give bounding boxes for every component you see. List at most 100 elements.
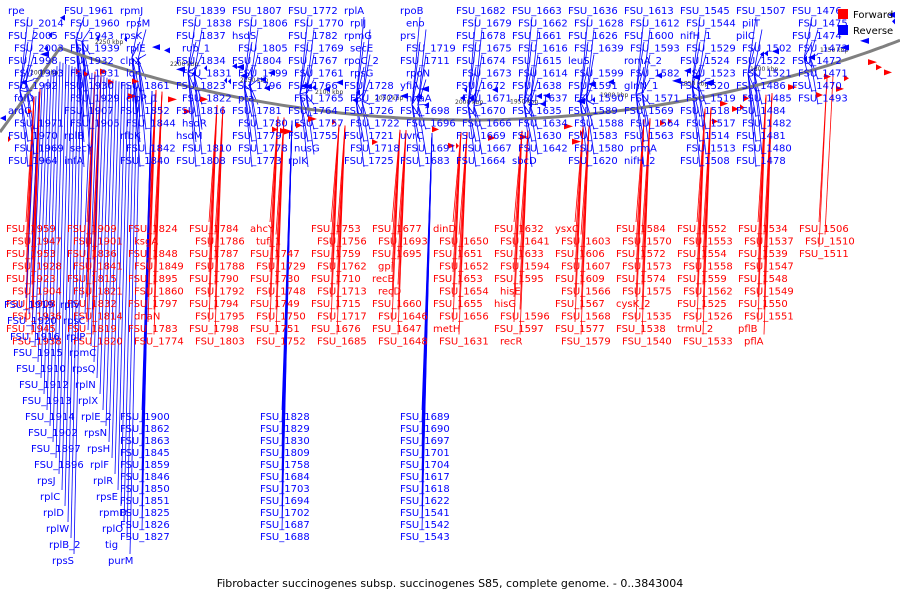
reverse-gene-label: FSU_1758 — [260, 460, 310, 471]
label-connector — [361, 54, 371, 102]
reverse-gene-label: FSU_1919 — [4, 300, 54, 311]
forward-gene-label: ksgA — [134, 237, 158, 248]
reverse-gene-label: FSU_1727 — [350, 94, 400, 105]
forward-gene-label: FSU_1788 — [195, 262, 245, 273]
label-connector — [523, 41, 533, 105]
legend-label-reverse: Reverse — [853, 26, 893, 37]
reverse-gene-label: FSU_1698 — [400, 106, 450, 117]
label-connector — [299, 93, 309, 143]
label-connector — [249, 79, 259, 86]
label-connector — [417, 104, 427, 130]
forward-gene-label: FSU_1567 — [555, 299, 605, 310]
label-connector — [747, 16, 757, 74]
reverse-gene-label: FSU_1664 — [456, 156, 506, 167]
reverse-gene-label: FSU_1805 — [238, 44, 288, 55]
label-connector — [355, 16, 365, 101]
reverse-gene-label: FSU_1697 — [400, 436, 450, 447]
reverse-gene-label: FSU_1689 — [400, 412, 450, 423]
reverse-gene-label: rplX — [78, 396, 98, 407]
forward-gene-label: FSU_1575 — [622, 287, 672, 298]
reverse-gene-label: FSU_1523 — [686, 69, 736, 80]
label-connector — [411, 104, 421, 118]
reverse-gene-label: FSU_1541 — [400, 508, 450, 519]
forward-gene-label: FSU_1550 — [738, 299, 788, 310]
reverse-gene-arrow — [588, 81, 595, 88]
reverse-gene-label: rplA — [344, 6, 364, 17]
reverse-gene-label: FSU_1782 — [288, 31, 338, 42]
reverse-gene-label: FSU_1470 — [792, 81, 842, 92]
label-connector — [467, 105, 477, 143]
reverse-gene-arrow — [352, 97, 358, 104]
forward-gene-label: cysK_2 — [616, 299, 651, 310]
reverse-gene-arrow — [424, 102, 429, 109]
forward-gene-arrow — [824, 73, 831, 80]
label-connector — [467, 66, 477, 107]
label-connector — [747, 73, 757, 118]
reverse-gene-arrow — [304, 83, 312, 90]
reverse-gene-arrow — [656, 72, 662, 79]
label-connector — [580, 126, 590, 335]
forward-gene-label: FSU_1549 — [744, 287, 794, 298]
reverse-gene-arrow — [192, 70, 196, 77]
reverse-gene-label: nifH_2 — [624, 156, 656, 167]
reverse-gene-label: rpsC — [63, 316, 86, 327]
reverse-gene-label: rplN — [75, 380, 96, 391]
reverse-gene-label: FSU_1770 — [294, 19, 344, 30]
forward-gene-label: ysxC — [555, 224, 579, 235]
reverse-gene-label: rpsM — [126, 19, 150, 30]
tick-label: 1750 kbp — [820, 47, 848, 54]
forward-gene-label: FSU_1762 — [317, 262, 367, 273]
reverse-gene-arrow — [204, 65, 207, 72]
label-connector — [635, 91, 645, 95]
forward-gene-label: FSU_1577 — [555, 324, 605, 335]
reverse-gene-label: FSU_1617 — [400, 472, 450, 483]
reverse-gene-label: FSU_1694 — [260, 496, 310, 507]
label-connector — [117, 84, 129, 491]
reverse-gene-arrow — [672, 77, 681, 84]
label-connector — [137, 59, 147, 105]
label-connector — [25, 81, 35, 105]
reverse-gene-label: nhaA — [406, 94, 432, 105]
label-connector — [579, 100, 589, 143]
label-connector — [123, 85, 135, 523]
reverse-gene-label: FSU_1725 — [344, 156, 394, 167]
reverse-gene-label: FSU_1823 — [176, 81, 226, 92]
label-connector — [641, 29, 651, 94]
reverse-gene-label: FSU_1662 — [518, 19, 568, 30]
reverse-gene-label: FSU_1543 — [400, 532, 450, 543]
reverse-gene-arrow — [540, 100, 546, 107]
forward-gene-label: FSU_1860 — [134, 287, 184, 298]
forward-gene-label: FSU_1570 — [622, 237, 672, 248]
label-connector — [702, 107, 712, 335]
label-connector — [635, 66, 645, 95]
tick-label: 2000 kbp — [30, 69, 58, 76]
reverse-gene-label: FSU_1902 — [28, 428, 78, 439]
reverse-gene-label: FSU_1622 — [400, 496, 450, 507]
reverse-gene-label: rpsK — [120, 31, 143, 42]
forward-gene-label: FSU_1632 — [494, 224, 544, 235]
reverse-gene-label: FSU_1638 — [512, 81, 562, 92]
reverse-gene-label: FSU_1690 — [400, 424, 450, 435]
reverse-gene-label: FSU_1796 — [232, 81, 282, 92]
reverse-gene-arrow — [420, 85, 429, 92]
label-connector — [305, 94, 315, 130]
reverse-gene-label: FSU_1929 — [70, 94, 120, 105]
forward-gene-label: FSU_1648 — [378, 337, 428, 348]
reverse-gene-label: rplD — [43, 508, 64, 519]
forward-gene-label: FSU_1798 — [189, 324, 239, 335]
label-connector — [747, 73, 757, 168]
forward-gene-label: FSU_1646 — [378, 312, 428, 323]
reverse-gene-label: rplF — [90, 460, 109, 471]
forward-gene-arrow — [720, 100, 728, 107]
label-connector — [52, 62, 64, 443]
label-connector — [635, 16, 645, 95]
label-connector — [137, 54, 147, 60]
label-connector — [585, 100, 595, 105]
reverse-gene-label: clpX — [120, 56, 142, 67]
reverse-gene-label: FSU_1825 — [120, 508, 170, 519]
label-connector — [473, 54, 483, 107]
strand-legend: Forward Reverse — [838, 9, 893, 37]
forward-gene-label: recB — [372, 274, 395, 285]
forward-gene-label: FSU_1559 — [677, 274, 727, 285]
forward-gene-label: FSU_1609 — [555, 274, 605, 285]
